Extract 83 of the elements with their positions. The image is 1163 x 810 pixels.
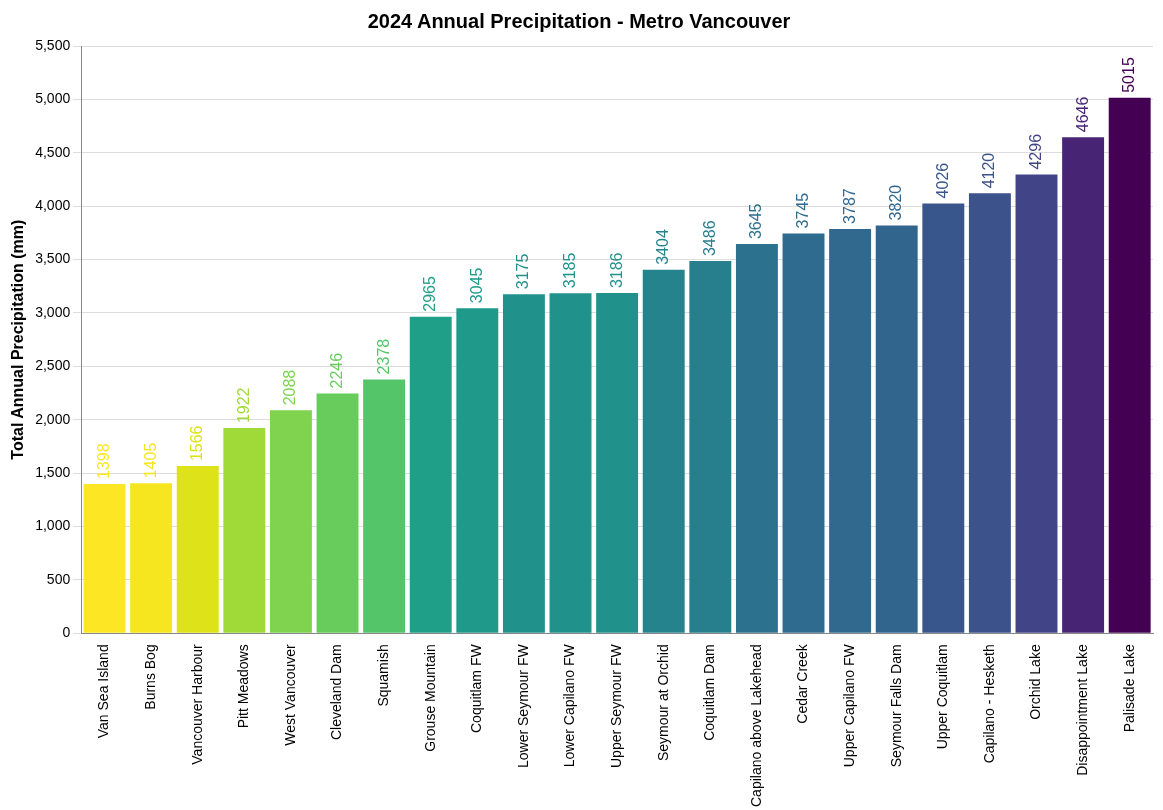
y-tick-label: 500	[46, 570, 71, 587]
x-tick-label: Squamish	[374, 644, 391, 707]
x-tick-label: Lower Capilano FW	[561, 643, 578, 768]
y-tick-label: 3,000	[35, 303, 71, 320]
y-tick-label: 0	[62, 624, 71, 641]
bar	[83, 484, 126, 633]
data-label: 2965	[421, 276, 439, 312]
bar	[1015, 174, 1058, 633]
x-tick-label: Upper Coquitlam	[934, 644, 951, 750]
bar	[1108, 97, 1151, 633]
data-label: 1566	[188, 425, 206, 462]
data-label: 3185	[560, 252, 578, 289]
bar	[782, 233, 825, 633]
x-tick-label: Coquitlam FW	[468, 643, 485, 733]
x-tick-label: Van Sea Island	[95, 644, 112, 739]
bar	[269, 410, 312, 633]
bar	[689, 261, 732, 633]
x-tick-label: Burns Bog	[141, 644, 158, 710]
bar	[502, 294, 545, 633]
data-label: 5015	[1120, 57, 1138, 93]
x-tick-label: Upper Seymour FW	[607, 643, 624, 769]
x-tick-label: Upper Capilano FW	[840, 643, 857, 768]
x-tick-label: Disappointment Lake	[1073, 644, 1090, 776]
y-tick-label: 2,000	[35, 410, 71, 427]
data-label: 2378	[374, 338, 392, 375]
bar	[1062, 137, 1105, 633]
data-label: 2246	[327, 352, 345, 389]
data-label: 2088	[281, 369, 299, 406]
data-label: 1398	[94, 443, 112, 480]
x-tick-label: West Vancouver	[281, 643, 298, 746]
bar	[176, 466, 219, 633]
data-label: 4026	[933, 162, 951, 199]
y-tick-label: 5,500	[35, 36, 71, 53]
data-label: 3745	[793, 192, 811, 229]
bar	[596, 293, 639, 633]
data-label: 1405	[141, 442, 159, 479]
bar	[875, 225, 918, 633]
x-tick-label: Capilano above Lakehead	[747, 644, 764, 808]
bar	[456, 308, 499, 633]
bar	[922, 203, 965, 633]
bar	[968, 193, 1011, 633]
y-tick-label: 2,500	[35, 357, 71, 374]
bar	[316, 393, 359, 633]
data-label: 3186	[607, 252, 625, 289]
y-tick-label: 5,000	[35, 90, 71, 107]
x-tick-label: Capilano - Hesketh	[980, 644, 997, 764]
y-tick-label: 3,500	[35, 250, 71, 267]
x-tick-label: Palisade Lake	[1120, 644, 1137, 733]
x-tick-label: Cedar Creek	[794, 643, 811, 724]
x-tick-label: Coquitlam Dam	[701, 644, 718, 741]
y-tick-label: 1,500	[35, 464, 71, 480]
x-tick-label: Seymour at Orchid	[654, 644, 671, 762]
data-label: 4120	[980, 152, 998, 189]
data-label: 3645	[747, 203, 765, 240]
data-label: 4646	[1073, 96, 1091, 133]
x-tick-label: Grouse Mountain	[421, 644, 438, 752]
x-tick-label: Lower Seymour FW	[514, 643, 531, 769]
y-tick-label: 4,500	[35, 143, 71, 160]
chart-title: 2024 Annual Precipitation - Metro Vancouver	[367, 9, 791, 32]
data-label: 3486	[700, 220, 718, 257]
data-label: 3787	[840, 188, 858, 224]
bar	[130, 483, 173, 633]
bar	[363, 379, 406, 633]
data-label: 3404	[654, 229, 672, 265]
bar	[735, 244, 778, 633]
bar	[829, 228, 872, 633]
x-tick-label: Vancouver Harbour	[188, 643, 205, 765]
x-tick-label: Orchid Lake	[1027, 644, 1044, 720]
x-tick-label: Seymour Falls Dam	[887, 644, 904, 768]
data-label: 4296	[1026, 133, 1044, 170]
y-axis-title: Total Annual Precipitation (mm)	[9, 219, 27, 460]
x-tick-label: Cleveland Dam	[328, 644, 345, 741]
data-label: 3820	[887, 184, 905, 221]
y-tick-label: 4,000	[35, 197, 71, 214]
data-label: 3045	[467, 267, 485, 304]
y-tick-label: 1,000	[35, 517, 71, 534]
bar	[409, 316, 452, 633]
data-label: 3175	[514, 253, 532, 290]
data-label: 1922	[234, 387, 252, 424]
bar	[223, 428, 266, 633]
bar	[549, 293, 592, 633]
x-tick-label: Pitt Meadows	[235, 644, 252, 729]
bar	[642, 269, 685, 633]
